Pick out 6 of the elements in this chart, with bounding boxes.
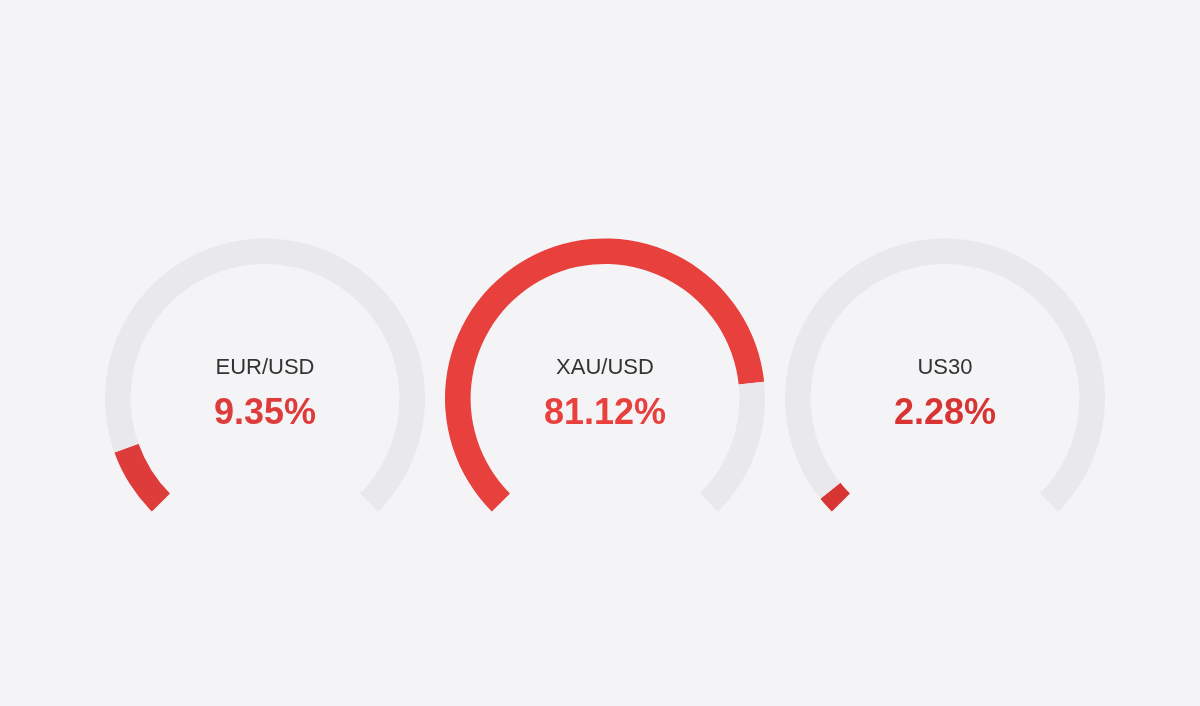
text: 9.35% [213, 391, 317, 433]
text: EUR/USD [215, 354, 315, 380]
text: XAU/USD [556, 354, 654, 380]
text: 2.28% [893, 391, 997, 433]
text: US30 [917, 354, 973, 380]
text: 81.12% [543, 391, 667, 433]
